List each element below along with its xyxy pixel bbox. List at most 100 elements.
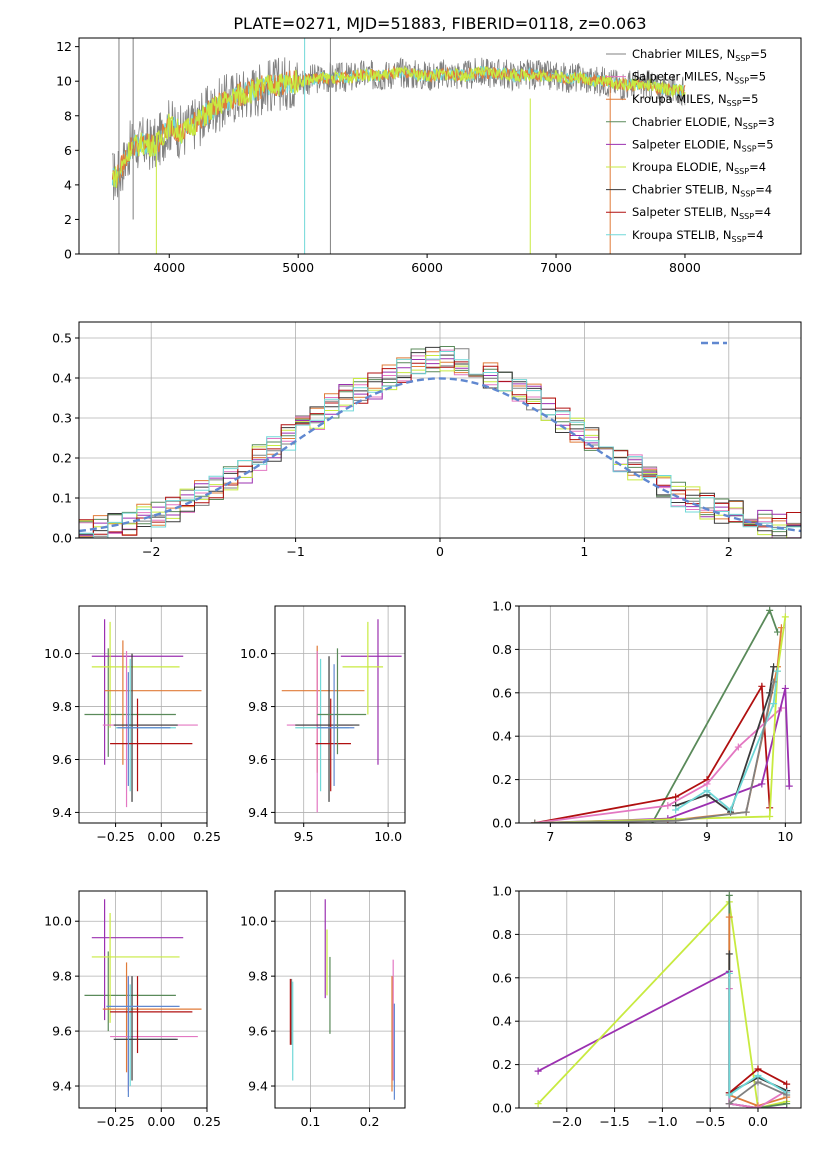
weight-point — [766, 812, 774, 820]
weight-point — [534, 1067, 542, 1075]
y-tick-label: 0.0 — [52, 531, 72, 546]
spectrum-line-kroupa_elodie — [111, 65, 686, 188]
ticks: −2.0 −1.5 −1.0 −0.5 0.0 0.0 0.2 0.4 0.6 0.8 1.0 — [492, 884, 768, 1130]
y-tick-label: 0.5 — [52, 331, 72, 346]
legend-sub: SSP — [735, 54, 750, 63]
weight-point — [754, 1071, 762, 1079]
panel-mass_vs_Z: −0.25 0.00 0.25 9.4 9.6 9.8 10.0 — [44, 890, 221, 1129]
panel-age_vs_mass: 9.5 10.0 9.4 9.6 9.8 10.0 — [240, 605, 406, 844]
figure-title: PLATE=0271, MJD=51883, FIBERID=0118, z=0… — [233, 14, 646, 33]
weight-point — [754, 1065, 762, 1073]
axes-frame — [78, 605, 208, 824]
plot-area — [111, 38, 686, 254]
y-tick-label: 0.8 — [492, 642, 512, 657]
y-tick-label: 0.1 — [52, 491, 72, 506]
legend-sub: SSP — [727, 99, 742, 108]
x-tick-label: −0.25 — [96, 1114, 134, 1129]
x-tick-label: −1 — [286, 544, 304, 559]
x-tick-label: 8000 — [669, 260, 701, 275]
x-tick-label: −0.5 — [695, 1114, 725, 1129]
weight-point — [725, 969, 733, 977]
weight-point — [783, 1091, 791, 1099]
x-tick-label: 9.5 — [294, 829, 314, 844]
legend-suffix: =5 — [749, 70, 766, 84]
y-tick-label: 12 — [56, 39, 72, 54]
weight-point — [754, 1104, 762, 1108]
weight-point — [725, 1100, 733, 1108]
x-tick-label: 9 — [703, 829, 711, 844]
legend-suffix: =5 — [757, 137, 774, 151]
plot-area — [289, 899, 395, 1100]
y-tick-label: 10.0 — [240, 914, 268, 929]
spectrum-line-kroupa_miles — [111, 65, 686, 187]
axes-frame — [78, 321, 802, 539]
weight-line — [534, 616, 787, 823]
grid — [519, 605, 801, 824]
y-tick-label: 0 — [64, 247, 72, 262]
legend-sub: SSP — [743, 122, 758, 131]
x-tick-label: 7000 — [540, 260, 572, 275]
x-tick-label: 10 — [777, 829, 793, 844]
y-tick-label: 8 — [64, 108, 72, 123]
weight-point — [785, 782, 793, 790]
y-tick-label: 0.6 — [492, 970, 512, 985]
legend-label: Kroupa MILES, N — [632, 92, 727, 106]
y-tick-label: 0.8 — [492, 927, 512, 942]
y-tick-label: 0.2 — [492, 772, 512, 787]
legend-suffix: =4 — [747, 228, 764, 242]
y-tick-label: 9.8 — [52, 969, 72, 984]
y-tick-label: 0.4 — [492, 729, 512, 744]
ticks: −2 −1 0 1 2 0.0 0.1 0.2 0.3 0.4 0.5 — [52, 331, 733, 560]
weight-line — [537, 899, 787, 1108]
axes-frame — [274, 605, 406, 824]
legend-label: Salpeter STELIB, N — [632, 205, 739, 219]
y-tick-label: 9.4 — [248, 1079, 268, 1094]
y-tick-label: 0.0 — [492, 816, 512, 831]
weight-point — [754, 1078, 762, 1086]
y-tick-label: 9.6 — [52, 1024, 72, 1039]
x-tick-label: 0.00 — [147, 829, 175, 844]
weight-point — [770, 678, 778, 686]
legend-entry: Chabrier MILES, NSSP=5 — [632, 47, 767, 63]
y-tick-label: 6 — [64, 143, 72, 158]
gaussian-curve — [79, 377, 801, 533]
y-tick-label: 9.6 — [52, 752, 72, 767]
y-tick-label: 0.2 — [52, 451, 72, 466]
x-tick-label: 10.0 — [374, 829, 402, 844]
weight-point — [734, 743, 742, 751]
x-tick-label: 1 — [580, 544, 588, 559]
weight-point — [781, 613, 789, 621]
legend-label: Salpeter MILES, N — [632, 70, 734, 84]
y-tick-label: 9.4 — [248, 805, 268, 820]
y-tick-label: 9.8 — [52, 699, 72, 714]
spectrum-line-kroupa_stelib — [111, 65, 686, 188]
ticks: 0.1 0.2 9.4 9.6 9.8 10.0 — [240, 914, 379, 1129]
y-tick-label: 9.6 — [248, 752, 268, 767]
legend-suffix: =5 — [742, 92, 759, 106]
legend-label: Chabrier MILES, N — [632, 47, 735, 61]
panel-age_vs_Z: −0.25 0.00 0.25 9.4 9.6 9.8 10.0 — [44, 605, 221, 844]
legend-label: Kroupa STELIB, N — [632, 228, 732, 242]
legend-entry: Kroupa MILES, NSSP=5 — [632, 92, 758, 108]
legend-entry: Chabrier STELIB, NSSP=4 — [632, 183, 772, 199]
y-tick-label: 0.4 — [52, 371, 72, 386]
weight-line — [651, 608, 779, 823]
weight-point — [672, 793, 680, 801]
y-tick-label: 9.8 — [248, 969, 268, 984]
y-tick-label: 10 — [56, 74, 72, 89]
y-tick-label: 10.0 — [240, 646, 268, 661]
legend-sub: SSP — [742, 144, 757, 153]
ticks: 7 8 9 10 0.0 0.2 0.4 0.6 0.8 1.0 — [492, 599, 793, 845]
plot-area — [84, 619, 202, 808]
ticks: 9.5 10.0 9.4 9.6 9.8 10.0 — [240, 646, 402, 844]
y-tick-label: 4 — [64, 177, 72, 192]
grid — [79, 891, 208, 1108]
grid — [275, 606, 405, 823]
y-tick-label: 0.2 — [492, 1057, 512, 1072]
legend-entry: Salpeter MILES, NSSP=5 — [632, 70, 766, 86]
panel-spectrum: 4000 5000 6000 7000 8000 0 2 4 6 8 10 12 Chabrier MI… — [56, 37, 802, 275]
x-tick-label: 8 — [625, 829, 633, 844]
weight-point — [531, 819, 539, 823]
x-tick-label: −1.5 — [599, 1114, 629, 1129]
